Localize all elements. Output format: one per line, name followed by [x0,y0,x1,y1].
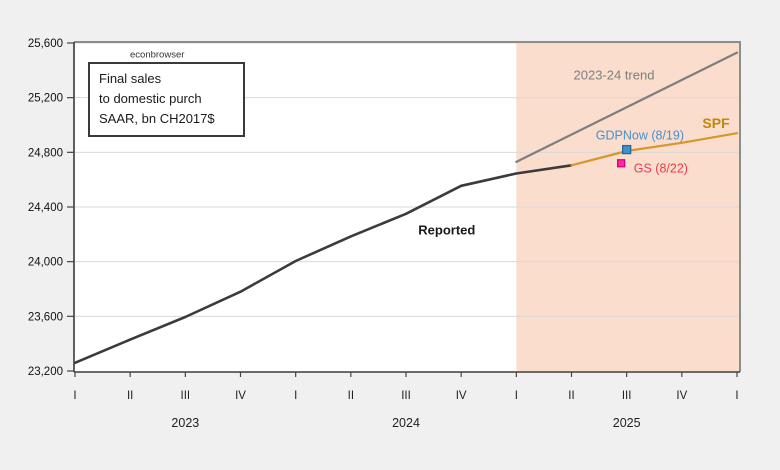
y-tick-label-24800: 24,800 [28,147,63,159]
gs-marker [617,159,626,168]
note-line-2: to domestic purch [99,91,202,106]
note-box: Final sales to domestic purch SAAR, bn C… [88,62,245,137]
x-tick-label-q5: II [348,390,354,402]
x-tick-label-q11: IV [676,390,687,402]
x-tick-label-q4: I [294,390,297,402]
x-tick-label-q9: II [568,390,574,402]
y-tick-label-25200: 25,200 [28,93,63,105]
gdpnow-label: GDPNow (8/19) [596,128,684,142]
trend-line [515,51,739,163]
reported-label: Reported [418,223,475,238]
note-line-3: SAAR, bn CH2017$ [99,111,215,126]
year-label-2024: 2024 [392,416,420,430]
plot-border-top-right [74,41,741,372]
year-label-2023: 2023 [171,416,199,430]
gdpnow-marker [622,144,632,155]
x-tick-label-q3: IV [235,390,246,402]
x-tick-label-q12: I [735,390,738,402]
spf-label: SPF [702,115,730,131]
x-tick-label-q6: III [401,390,411,402]
spf-line [570,132,739,167]
x-tick-label-q0: I [73,390,76,402]
note-line-1: Final sales [99,71,162,86]
year-label-2025: 2025 [613,416,641,430]
gs-label: GS (8/22) [634,161,688,175]
reported-line [73,164,573,365]
y-tick-label-24400: 24,400 [28,202,63,214]
y-tick-label-23600: 23,600 [28,311,63,323]
watermark-econbrowser: econbrowser [130,49,184,60]
x-tick-label-q10: III [622,390,632,402]
y-tick-label-25600: 25,600 [28,38,63,50]
y-tick-label-24000: 24,000 [28,257,63,269]
x-tick-label-q2: III [181,390,191,402]
x-tick-label-q8: I [515,390,518,402]
x-tick-label-q7: IV [456,390,467,402]
x-tick-label-q1: II [127,390,133,402]
trend-label: 2023-24 trend [574,68,655,83]
y-tick-label-23200: 23,200 [28,366,63,378]
